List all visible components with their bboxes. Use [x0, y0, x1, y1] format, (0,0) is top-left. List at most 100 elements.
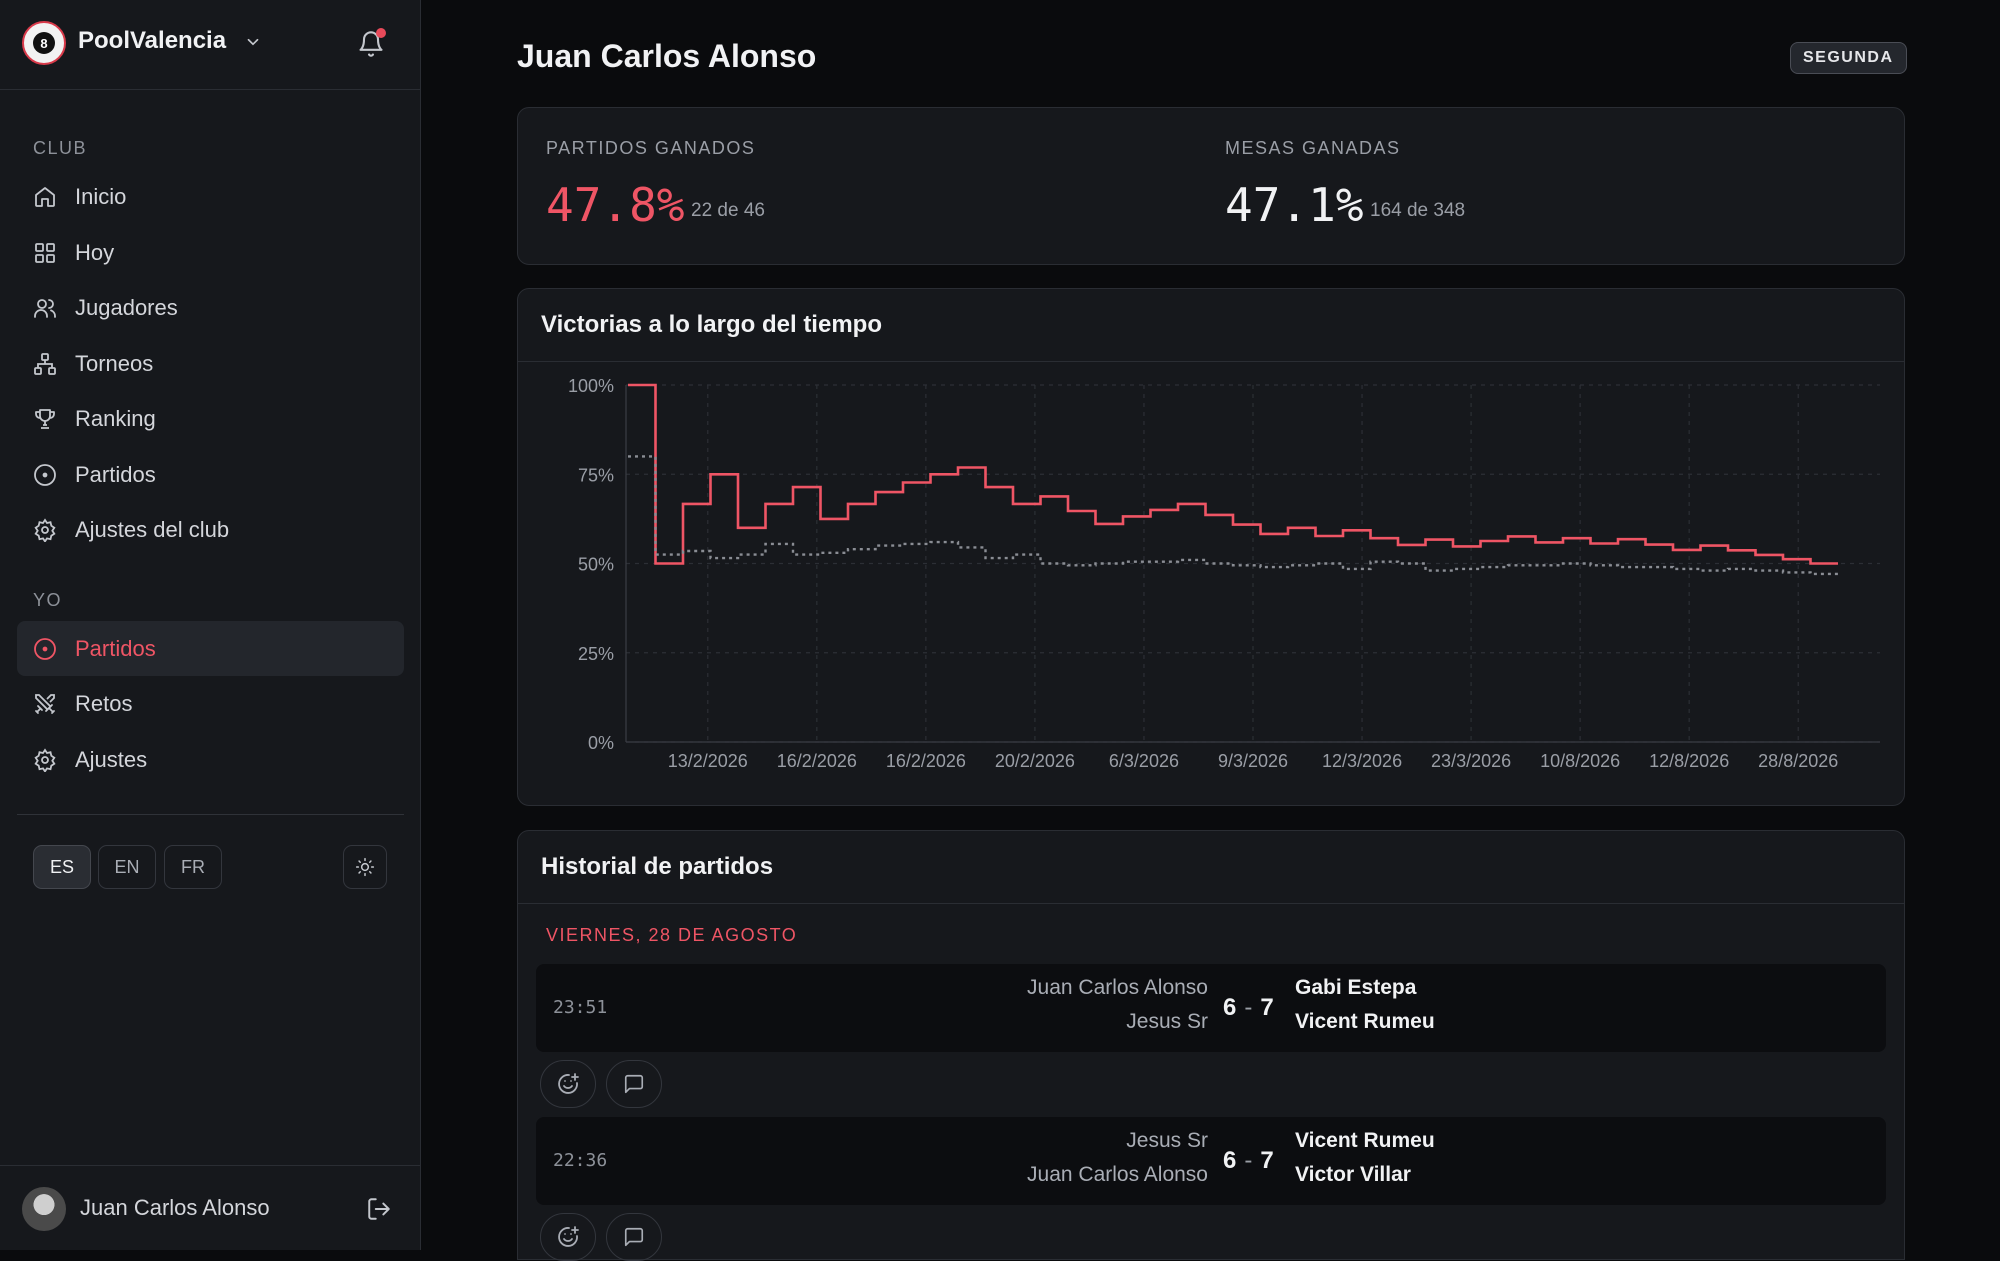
bell-icon[interactable]	[357, 30, 385, 58]
sidebar-item-label: Partidos	[75, 462, 156, 487]
language-es-button[interactable]: ES	[33, 845, 91, 889]
tables-won-value: 47.1%	[1225, 178, 1364, 232]
tables-won-detail: 164 de 348	[1370, 200, 1466, 221]
team-left-player[interactable]: Jesus Sr	[1126, 1129, 1208, 1152]
comment-button[interactable]	[606, 1213, 662, 1261]
team-right-player[interactable]: Vicent Rumeu	[1295, 1129, 1435, 1152]
chart-x-tick-label: 6/3/2026	[1109, 751, 1179, 771]
match-row[interactable]: 23:51 Juan Carlos Alonso Jesus Sr 6-7 Ga…	[536, 964, 1886, 1052]
sidebar-item-ajustes-del-club[interactable]: Ajustes del club	[17, 502, 404, 557]
team-left-player[interactable]: Jesus Sr	[1126, 1010, 1208, 1033]
sidebar-item-label: Hoy	[75, 240, 115, 265]
score-left: 6	[1223, 994, 1237, 1021]
sidebar-item-ranking[interactable]: Ranking	[17, 391, 404, 446]
trophy-icon	[35, 409, 55, 429]
chevron-down-icon[interactable]	[244, 33, 262, 51]
match-time: 22:36	[553, 1150, 608, 1171]
match-score: 6-7	[1223, 1147, 1274, 1175]
score-right: 7	[1260, 1147, 1274, 1174]
gear-icon	[34, 748, 56, 772]
bracket-icon	[34, 353, 56, 375]
chart-x-tick-label: 28/8/2026	[1758, 751, 1838, 771]
sidebar-item-label: Ajustes del club	[75, 517, 230, 542]
team-left-player[interactable]: Juan Carlos Alonso	[1027, 1163, 1208, 1186]
notification-dot	[376, 28, 386, 38]
react-button[interactable]	[540, 1213, 596, 1261]
day-label: VIERNES, 28 DE AGOSTO	[546, 925, 798, 945]
avatar[interactable]	[22, 1187, 66, 1231]
matches-won-detail: 22 de 46	[691, 200, 765, 221]
sidebar-header: 8 PoolValencia	[0, 0, 420, 90]
sidebar-item-mis-partidos[interactable]: Partidos	[17, 621, 404, 676]
chart-x-tick-label: 9/3/2026	[1218, 751, 1288, 771]
chart-y-tick-label: 25%	[578, 644, 614, 664]
sidebar-footer: Juan Carlos Alonso	[0, 1165, 420, 1250]
message-icon	[624, 1074, 644, 1094]
wins-chart: 0% 25% 50% 75% 100% 13/2/2026 16/2/2026 16/2/20…	[568, 376, 1880, 771]
card-divider	[518, 361, 1904, 362]
sidebar-item-hoy[interactable]: Hoy	[17, 225, 404, 280]
react-button[interactable]	[540, 1060, 596, 1108]
message-icon	[624, 1227, 644, 1247]
sidebar-item-label: Ajustes	[75, 747, 148, 772]
grid-icon	[35, 243, 55, 263]
chart-y-tick-label: 0%	[588, 733, 614, 753]
theme-toggle-button[interactable]	[343, 845, 387, 889]
sidebar-item-retos[interactable]: Retos	[17, 676, 404, 731]
chart-x-tick-label: 10/8/2026	[1540, 751, 1620, 771]
sidebar-item-label: Torneos	[75, 351, 154, 376]
sidebar-item-label: Partidos	[75, 636, 156, 661]
chart-series-line-matches	[628, 383, 1838, 565]
chart-x-tick-label: 20/2/2026	[995, 751, 1075, 771]
division-badge: SEGUNDA	[1790, 42, 1907, 74]
team-right-player[interactable]: Victor Villar	[1295, 1163, 1411, 1186]
match-time: 23:51	[553, 997, 608, 1018]
chart-x-tick-label: 16/2/2026	[777, 751, 857, 771]
match-score: 6-7	[1223, 994, 1274, 1022]
comment-button[interactable]	[606, 1060, 662, 1108]
score-separator: -	[1244, 1147, 1253, 1174]
team-left-player[interactable]: Juan Carlos Alonso	[1027, 976, 1208, 999]
page-title: Juan Carlos Alonso	[517, 38, 817, 74]
wins-chart-card: Victorias a lo largo del tiempo 0% 25% 50%…	[517, 288, 1905, 806]
score-right: 7	[1260, 994, 1274, 1021]
sidebar: 8 PoolValencia CLUB Inicio Hoy Jugadores…	[0, 0, 421, 1250]
sun-icon	[355, 857, 375, 877]
chart-x-tick-label: 12/8/2026	[1649, 751, 1729, 771]
matches-won-value: 47.8%	[546, 178, 685, 232]
sidebar-item-partidos[interactable]: Partidos	[17, 447, 404, 502]
chart-x-tick-label: 16/2/2026	[886, 751, 966, 771]
stats-card: PARTIDOS GANADOS 47.8% 22 de 46 MESAS GA…	[517, 107, 1905, 265]
chart-y-tick-label: 100%	[568, 376, 614, 396]
chart-x-tick-label: 12/3/2026	[1322, 751, 1402, 771]
language-fr-button[interactable]: FR	[164, 845, 222, 889]
circle-dot-icon	[34, 464, 56, 486]
user-name[interactable]: Juan Carlos Alonso	[80, 1195, 270, 1220]
club-section-label: CLUB	[33, 138, 88, 158]
club-logo[interactable]: 8	[22, 21, 66, 65]
team-right-player[interactable]: Vicent Rumeu	[1295, 1010, 1435, 1033]
home-icon	[35, 187, 55, 207]
sidebar-item-label: Jugadores	[75, 295, 178, 320]
sidebar-item-label: Ranking	[75, 406, 156, 431]
sidebar-item-inicio[interactable]: Inicio	[17, 169, 404, 224]
chart-x-tick-label: 13/2/2026	[668, 751, 748, 771]
tables-won-label: MESAS GANADAS	[1225, 138, 1401, 158]
chart-y-tick-label: 75%	[578, 465, 614, 485]
sidebar-item-label: Retos	[75, 691, 133, 716]
score-separator: -	[1244, 994, 1253, 1021]
team-right-player[interactable]: Gabi Estepa	[1295, 976, 1417, 999]
chart-y-tick-label: 50%	[578, 555, 614, 575]
club-name[interactable]: PoolValencia	[78, 27, 227, 54]
logout-icon[interactable]	[366, 1196, 392, 1222]
sidebar-item-jugadores[interactable]: Jugadores	[17, 280, 404, 335]
swords-icon	[35, 694, 55, 714]
users-icon	[34, 299, 56, 318]
match-history-card: Historial de partidos VIERNES, 28 DE AGO…	[517, 830, 1905, 1261]
sidebar-item-torneos[interactable]: Torneos	[17, 336, 404, 391]
circle-dot-icon	[34, 638, 56, 660]
sidebar-item-ajustes[interactable]: Ajustes	[17, 732, 404, 787]
language-en-button[interactable]: EN	[98, 845, 156, 889]
match-row[interactable]: 22:36 Jesus Sr Juan Carlos Alonso 6-7 Vi…	[536, 1117, 1886, 1205]
chart-x-tick-label: 23/3/2026	[1431, 751, 1511, 771]
